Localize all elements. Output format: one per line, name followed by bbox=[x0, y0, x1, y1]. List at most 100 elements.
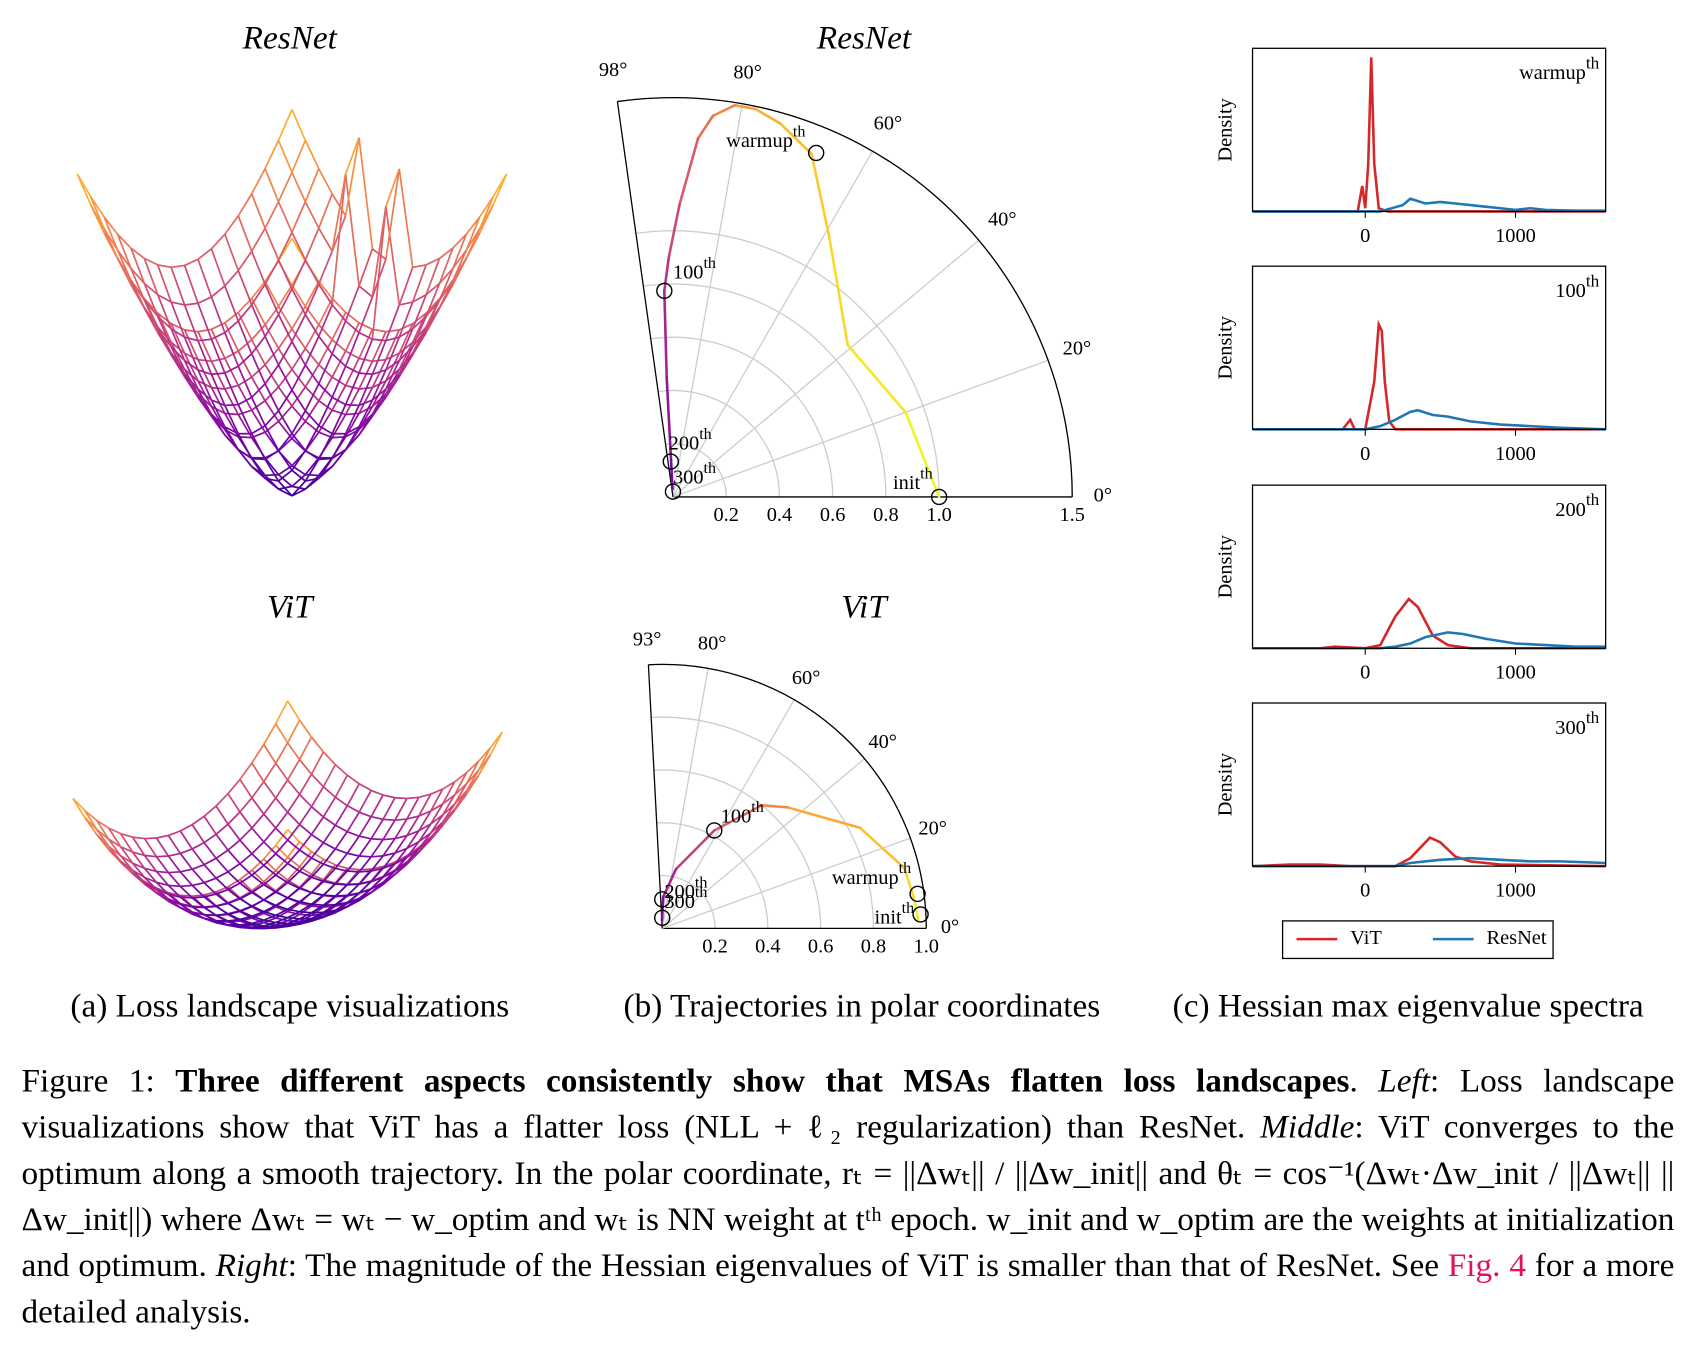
wireframe-edge bbox=[239, 811, 253, 829]
wireframe-edge bbox=[438, 267, 454, 284]
wireframe-edge bbox=[132, 862, 145, 870]
wireframe-edge bbox=[275, 779, 289, 799]
wireframe-edge bbox=[250, 283, 266, 306]
density-line bbox=[1252, 408, 1606, 431]
wireframe-edge bbox=[452, 249, 468, 269]
wireframe-edge bbox=[382, 863, 396, 870]
wireframe-edge bbox=[264, 477, 279, 482]
checkpoint-marker bbox=[654, 909, 671, 927]
wireframe-edge bbox=[382, 838, 396, 857]
axis-line bbox=[616, 101, 674, 498]
trajectory-segment bbox=[733, 103, 757, 111]
wireframe-edge bbox=[286, 759, 301, 781]
wireframe-edge bbox=[371, 206, 387, 298]
wireframe-edge bbox=[385, 359, 400, 371]
theta-tick-label: 20° bbox=[1063, 338, 1092, 360]
landscape-title: ResNet bbox=[242, 19, 338, 56]
wireframe-edge bbox=[398, 341, 414, 370]
wireframe-edge bbox=[251, 827, 265, 843]
wireframe-edge bbox=[191, 884, 205, 898]
wireframe-edge bbox=[237, 270, 253, 306]
wireframe-edge bbox=[274, 742, 289, 764]
wireframe-edge bbox=[277, 474, 293, 488]
wireframe-edge bbox=[334, 763, 348, 776]
wireframe-edge bbox=[215, 914, 229, 922]
wireframe-edge bbox=[430, 803, 444, 812]
checkpoint-label: 300th bbox=[673, 460, 716, 489]
grid-line bbox=[672, 150, 874, 498]
wireframe-edge bbox=[215, 893, 229, 905]
wireframe-edge bbox=[237, 396, 253, 406]
wireframe-edge bbox=[454, 783, 468, 796]
wireframe-edge bbox=[370, 876, 384, 883]
wireframe-edge bbox=[224, 372, 240, 405]
figure-panels: ResNet ViT (a) Loss landscape visualizat… bbox=[70, 19, 1644, 1024]
wireframe-edge bbox=[227, 913, 241, 921]
wireframe-edge bbox=[358, 387, 374, 414]
wireframe-edge bbox=[344, 137, 360, 216]
wireframe-edge bbox=[239, 891, 253, 900]
wireframe-edge bbox=[108, 827, 122, 835]
chart-title: ViT bbox=[841, 588, 889, 625]
checkpoint-label-text: 300 bbox=[673, 466, 704, 488]
wireframe-edge bbox=[84, 810, 98, 831]
wireframe-edge bbox=[168, 893, 181, 898]
wireframe-edge bbox=[441, 803, 456, 823]
wireframe-edge bbox=[263, 744, 277, 764]
wireframe-edge bbox=[171, 264, 185, 269]
wireframe-edge bbox=[304, 457, 320, 476]
wireframe-edge bbox=[277, 480, 293, 497]
wireframe-edge bbox=[277, 201, 293, 233]
wireframe-edge bbox=[250, 353, 266, 385]
wireframe-edge bbox=[251, 858, 265, 871]
wireframe-edge bbox=[251, 457, 266, 461]
wireframe-edge bbox=[277, 259, 293, 290]
wireframe-edge bbox=[251, 383, 266, 398]
wireframe-edge bbox=[251, 797, 265, 815]
checkpoint-label: initth bbox=[874, 900, 914, 929]
checkpoint-label: 100th bbox=[673, 255, 716, 284]
wireframe-edge bbox=[227, 918, 241, 922]
wireframe-edge bbox=[239, 853, 253, 865]
wireframe-edge bbox=[250, 193, 266, 229]
wireframe-edge bbox=[398, 328, 414, 361]
wireframe-edge bbox=[103, 216, 119, 235]
wireframe-edge bbox=[116, 249, 132, 281]
caption-run[interactable]: Fig. 4 bbox=[1447, 1246, 1526, 1284]
wireframe-edge bbox=[310, 880, 325, 894]
y-axis-label: Density bbox=[1214, 534, 1236, 598]
wireframe-edge bbox=[298, 857, 313, 872]
wireframe-edge bbox=[144, 837, 157, 840]
wireframe-edge bbox=[263, 917, 277, 924]
wireframe-edge bbox=[478, 196, 494, 230]
wireframe-edge bbox=[371, 340, 387, 375]
wireframe-edge bbox=[371, 854, 384, 858]
caption-run: : The magnitude of the Hessian eigenvalu… bbox=[287, 1246, 1448, 1284]
wireframe-edge bbox=[287, 811, 301, 826]
wireframe-edge bbox=[263, 723, 277, 745]
wireframe-edge bbox=[418, 832, 432, 850]
wireframe-edge bbox=[346, 783, 360, 807]
checkpoint-marker bbox=[664, 483, 682, 500]
wireframe-edge bbox=[179, 885, 193, 899]
wireframe-edge bbox=[331, 193, 347, 217]
wireframe-edge bbox=[265, 473, 279, 477]
wireframe-edge bbox=[277, 410, 293, 434]
wireframe-edge bbox=[184, 302, 199, 306]
wireframe-edge bbox=[227, 882, 241, 891]
wireframe-edge bbox=[263, 910, 276, 917]
wireframe-edge bbox=[304, 336, 320, 366]
trajectory-segment bbox=[674, 829, 716, 871]
theta-tick-label: 20° bbox=[918, 818, 947, 840]
wireframe-edge bbox=[184, 359, 199, 371]
wireframe-edge bbox=[277, 405, 293, 422]
wireframe-edge bbox=[251, 400, 266, 411]
wireframe-edge bbox=[335, 867, 348, 872]
wireframe-edge bbox=[406, 830, 420, 849]
wireframe-edge bbox=[358, 328, 374, 359]
wireframe-edge bbox=[277, 109, 293, 141]
panel-label: 200th bbox=[1555, 490, 1599, 520]
wireframe-edge bbox=[197, 388, 213, 415]
wireframe-edge bbox=[372, 358, 386, 363]
wireframe-edge bbox=[238, 409, 252, 416]
